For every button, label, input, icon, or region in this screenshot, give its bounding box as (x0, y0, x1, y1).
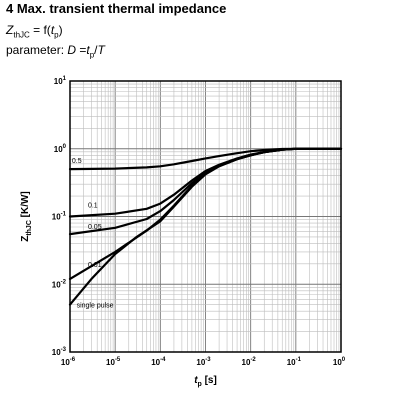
y-tick-label: 100 (54, 144, 67, 154)
x-tick-label: 100 (333, 357, 346, 367)
y-tick-labels: 10-3 10-2 10-1 100 101 (52, 76, 67, 357)
chart-heading: 4 Max. transient thermal impedance (6, 1, 227, 16)
curve-label: 0.01 (88, 262, 102, 269)
y-tick-label: 101 (54, 76, 67, 86)
x-tick-label: 10-4 (151, 357, 166, 367)
curve-label: 0.05 (88, 224, 102, 231)
x-axis-title: tp [s] (194, 375, 217, 388)
y-tick-label: 10-1 (52, 212, 67, 222)
x-tick-label: 10-6 (61, 357, 76, 367)
x-tick-labels: 10-6 10-5 10-4 10-3 10-2 10-1 100 (61, 357, 346, 367)
series-line-single-pulse (68, 147, 343, 306)
curve-label: 0.5 (72, 158, 82, 165)
curve-labels: 0.5 0.1 0.05 0.01 single pulse (72, 158, 114, 310)
grid (69, 81, 341, 353)
y-tick-label: 10-3 (52, 347, 67, 357)
y-tick-label: 10-2 (52, 279, 67, 289)
parameter-formula: parameter: D =tp/T (6, 43, 105, 60)
y-axis-title: ZthJC [K/W] (20, 191, 33, 242)
curves (68, 147, 343, 306)
curve-label: 0.1 (88, 203, 98, 210)
function-formula: ZthJC = f(tp) (6, 23, 63, 40)
x-tick-label: 10-3 (196, 357, 211, 367)
x-tick-label: 10-2 (242, 357, 257, 367)
x-tick-label: 10-5 (106, 357, 121, 367)
x-tick-label: 10-1 (287, 357, 302, 367)
curve-label: single pulse (77, 303, 114, 310)
